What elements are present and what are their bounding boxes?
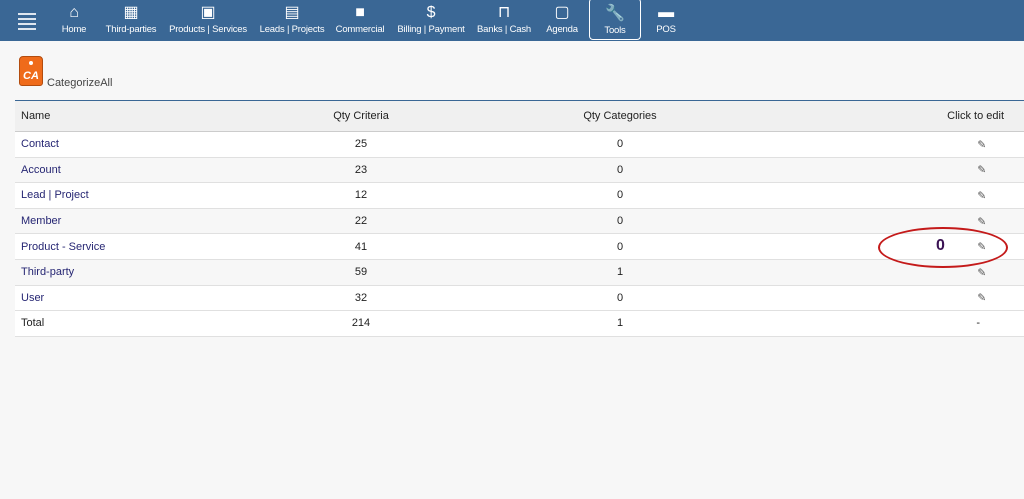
nav-label: POS [656,24,676,35]
table-row: Lead | Project 12 0 ✏ [15,182,1024,209]
nav-label: Home [61,24,87,35]
row-name-link[interactable]: Product - Service [21,240,106,253]
total-edit: - [764,310,1024,337]
total-label: Total [15,310,246,337]
row-name-link[interactable]: Lead | Project [21,189,89,202]
nav-item-third-parties[interactable]: ▦ Third-parties [106,0,157,41]
categories-table: Name Qty Criteria Qty Categories Click t… [15,100,1024,337]
image-icon: ▣ [200,4,216,21]
annotation-ellipse [878,227,1008,268]
nav-label: Third-parties [105,24,157,35]
qty-criteria: 22 [246,208,476,235]
briefcase-icon: ■ [355,4,365,21]
qty-criteria: 12 [246,182,476,209]
table-row: Product - Service 41 0 ✏ [15,233,1024,260]
nav-item-agenda[interactable]: ▢ Agenda [546,0,578,41]
header-name: Name [15,100,246,132]
qty-categories: 0 [476,157,764,184]
header-qty-criteria: Qty Criteria [246,100,476,132]
row-name-link[interactable]: User [21,291,45,304]
qty-categories: 0 [476,233,764,260]
nav-item-billing-payment[interactable]: $ Billing | Payment [397,0,464,41]
nav-label: Commercial [335,24,385,35]
nav-label: Banks | Cash [477,24,531,35]
qty-categories: 1 [476,259,764,286]
total-criteria: 214 [246,310,476,337]
clipboard-icon: ▤ [284,4,300,21]
menu-icon[interactable] [18,13,36,33]
dollar-icon: $ [426,4,436,21]
nav-item-commercial[interactable]: ■ Commercial [336,0,385,41]
pencil-icon[interactable]: ✏ [973,290,989,306]
row-name-link[interactable]: Account [21,163,61,176]
qty-criteria: 32 [246,285,476,312]
pencil-icon[interactable]: ✏ [973,162,989,178]
row-name-link[interactable]: Member [21,215,62,228]
qty-criteria: 23 [246,157,476,184]
nav-item-banks-cash[interactable]: ⊓ Banks | Cash [477,0,531,41]
table-row: Third-party 59 1 ✏ [15,259,1024,286]
row-name-link[interactable]: Contact [21,138,59,151]
row-name-link[interactable]: Third-party [21,266,75,279]
nav-item-pos[interactable]: ▬ POS [656,0,676,41]
bank-icon: ⊓ [497,4,511,21]
total-categories: 1 [476,310,764,337]
pencil-icon[interactable]: ✏ [973,188,989,204]
qty-criteria: 25 [246,131,476,158]
qty-categories: 0 [476,131,764,158]
nav-label: Leads | Projects [259,24,325,35]
page-title: CategorizeAll [47,77,113,89]
nav-label: Agenda [546,24,578,35]
table-row: Member 22 0 ✏ [15,208,1024,235]
nav-item-leads-projects[interactable]: ▤ Leads | Projects [260,0,325,41]
building-icon: ▦ [123,4,139,21]
nav-label: Tools [604,25,626,36]
nav-label: Billing | Payment [397,24,465,35]
calendar-icon: ▢ [554,4,570,21]
qty-criteria: 41 [246,233,476,260]
categorizeall-logo: CA [19,56,43,86]
pencil-icon[interactable]: ✏ [973,213,989,229]
store-icon: ▬ [658,4,674,21]
header-qty-categories: Qty Categories [476,100,764,132]
wrench-icon: 🔧 [605,5,625,22]
qty-categories: 0 [476,182,764,209]
table-row: Contact 25 0 ✏ [15,131,1024,158]
home-icon: ⌂ [69,4,79,21]
nav-item-products-services[interactable]: ▣ Products | Services [169,0,247,41]
pencil-icon[interactable]: ✏ [973,265,989,281]
nav-item-tools[interactable]: 🔧 Tools [589,0,641,40]
nav-label: Products | Services [169,24,247,35]
table-row: User 32 0 ✏ [15,285,1024,312]
pencil-icon[interactable]: ✏ [973,137,989,153]
top-nav: ⌂ Home ▦ Third-parties ▣ Products | Services ▤… [0,0,1024,41]
total-row: Total 214 1 - [15,310,1024,337]
nav-item-home[interactable]: ⌂ Home [62,0,87,41]
header-click-to-edit: Click to edit [764,100,1024,132]
qty-categories: 0 [476,208,764,235]
qty-criteria: 59 [246,259,476,286]
qty-categories: 0 [476,285,764,312]
annotation-value: 0 [936,237,945,254]
table-row: Account 23 0 ✏ [15,157,1024,184]
